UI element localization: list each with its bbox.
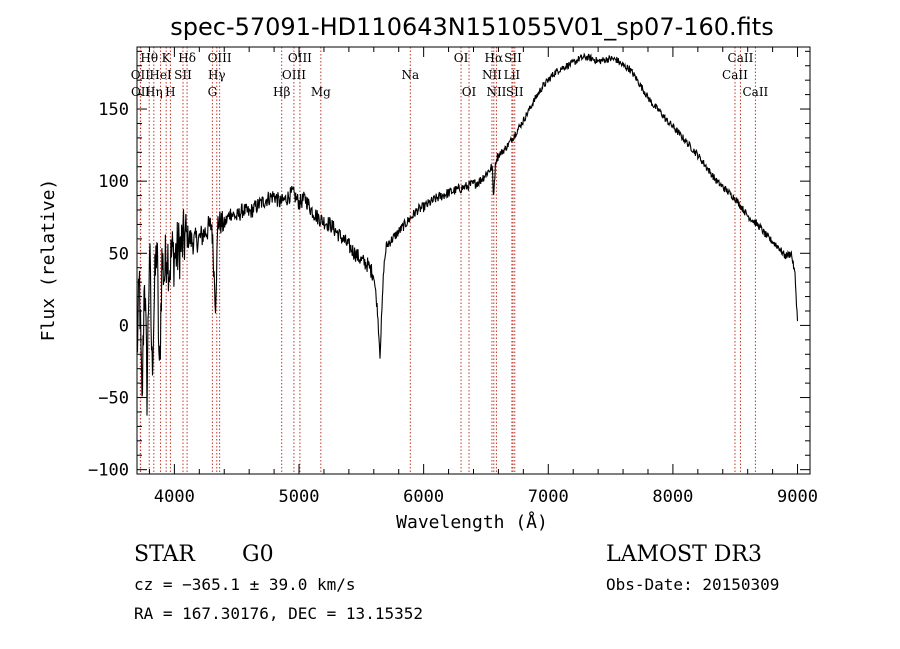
- line-label: CaII: [728, 51, 754, 65]
- line-label: Hη: [145, 85, 163, 99]
- line-label: Na: [401, 68, 419, 82]
- line-label: CaII: [742, 85, 768, 99]
- line-label: OIII: [208, 51, 232, 65]
- line-label: Hδ: [178, 51, 196, 65]
- x-tick-label: 6000: [403, 487, 444, 507]
- y-tick-label: 100: [98, 172, 129, 192]
- y-tick-label: 50: [109, 244, 129, 264]
- object-subclass: G0: [242, 542, 274, 567]
- x-tick-label: 9000: [777, 487, 818, 507]
- spectrum-line: [136, 52, 799, 416]
- chart-title: spec-57091-HD110643N151055V01_sp07-160.f…: [170, 13, 773, 41]
- line-label: H: [165, 85, 175, 99]
- line-label: Hγ: [208, 68, 226, 82]
- y-tick-label: −100: [88, 461, 129, 481]
- line-label: G: [208, 85, 218, 99]
- line-label: Hθ: [140, 51, 158, 65]
- line-label: OI: [462, 85, 477, 99]
- line-label: NII: [486, 85, 506, 99]
- line-label: OIII: [282, 68, 306, 82]
- line-label: K: [162, 51, 172, 65]
- object-class: STAR: [134, 542, 196, 567]
- y-axis-label: Flux (relative): [38, 179, 59, 342]
- line-label: OII: [131, 68, 151, 82]
- x-tick-label: 8000: [652, 487, 693, 507]
- y-tick-label: 0: [119, 316, 129, 336]
- x-axis-ticks: 4000 5000 6000 7000 8000 9000: [148, 47, 818, 507]
- y-tick-label: −50: [98, 389, 129, 409]
- y-axis-ticks: −100 −50 0 50 100 150: [88, 50, 810, 481]
- x-tick-label: 4000: [154, 487, 195, 507]
- line-label: HeI: [149, 68, 172, 82]
- x-axis-label: Wavelength (Å): [396, 511, 548, 533]
- line-label: Hα: [485, 51, 504, 65]
- survey-name: LAMOST DR3: [606, 542, 762, 567]
- line-label: CaII: [722, 68, 748, 82]
- line-label: SII: [174, 68, 192, 82]
- line-label: OIII: [288, 51, 312, 65]
- plot-frame: [136, 46, 811, 475]
- spectral-line-markers: [139, 47, 756, 474]
- line-label: OII: [131, 85, 151, 99]
- y-tick-label: 150: [98, 100, 129, 120]
- line-label: NII: [482, 68, 502, 82]
- line-label: SII: [506, 85, 524, 99]
- observation-date: Obs-Date: 20150309: [606, 575, 779, 594]
- line-label: LiI: [504, 68, 521, 82]
- line-label: Hβ: [273, 85, 290, 99]
- x-tick-label: 5000: [279, 487, 320, 507]
- line-label: SII: [504, 51, 522, 65]
- line-label: OI: [454, 51, 469, 65]
- line-label: Mg: [311, 85, 331, 99]
- redshift-velocity: cz = −365.1 ± 39.0 km/s: [134, 575, 356, 594]
- x-tick-label: 7000: [528, 487, 569, 507]
- coordinates: RA = 167.30176, DEC = 13.15352: [134, 604, 423, 623]
